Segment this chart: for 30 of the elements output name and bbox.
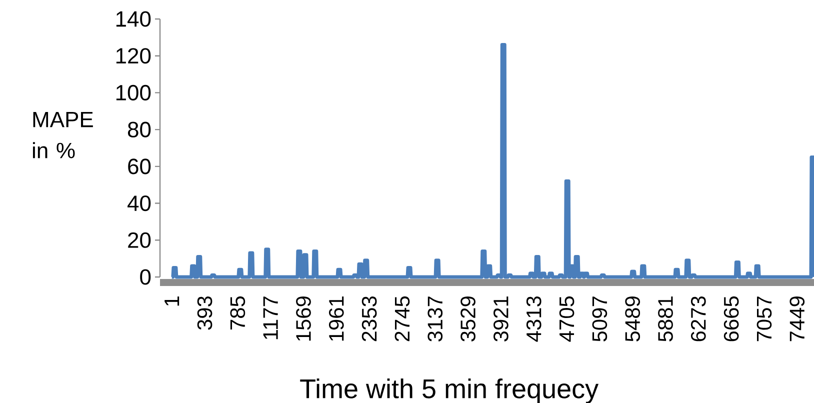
y-tick-label: 40 xyxy=(128,196,151,212)
x-tick-label: 6273 xyxy=(690,296,706,342)
x-tick-label: 1569 xyxy=(296,296,311,341)
x-tick-label: 3529 xyxy=(460,296,476,342)
x-tick-label: 5097 xyxy=(592,296,608,342)
x-tick-label: 5881 xyxy=(658,296,673,342)
x-tick-label: 7449 xyxy=(790,296,805,342)
x-tick-label: 3921 xyxy=(494,296,508,342)
x-tick-label: 393 xyxy=(197,296,212,330)
x-tick-label: 7057 xyxy=(756,296,772,342)
y-tick-label: 60 xyxy=(128,158,151,174)
x-tick-label: 5489 xyxy=(625,296,640,342)
line-series xyxy=(170,43,814,279)
y-tick-label: 120 xyxy=(116,48,151,64)
x-tick-label: 785 xyxy=(230,296,246,330)
y-tick-label: 80 xyxy=(128,122,151,138)
x-tick-label: 3137 xyxy=(428,296,443,342)
x-tick-label: 2745 xyxy=(394,296,410,342)
y-tick-label: 0 xyxy=(140,269,151,285)
y-axis-title: MAPE in % xyxy=(32,112,93,158)
x-tick-label: 2353 xyxy=(362,296,377,342)
x-tick-label: 4705 xyxy=(559,296,574,342)
x-tick-label: 6665 xyxy=(724,296,739,342)
x-tick-label: 1961 xyxy=(328,296,344,341)
y-tick-label: 20 xyxy=(128,232,151,248)
y-tick-label: 140 xyxy=(116,11,151,27)
y-tick-label: 100 xyxy=(116,84,151,101)
x-tick-label: 4313 xyxy=(526,296,542,342)
x-tick-label: 1177 xyxy=(263,296,278,340)
x-tick-label: 1 xyxy=(164,296,180,306)
